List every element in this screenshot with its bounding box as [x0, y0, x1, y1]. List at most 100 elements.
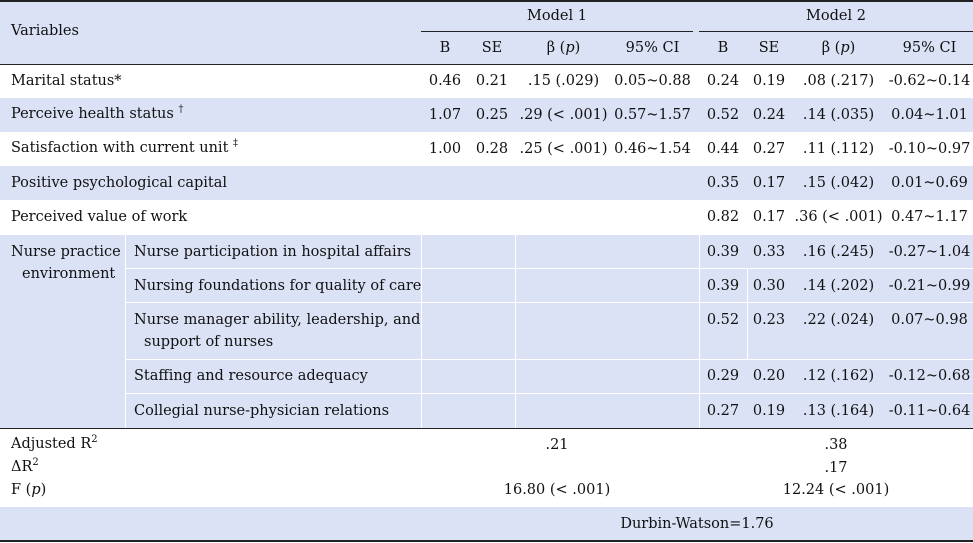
cell-m2-b: 0.82	[706, 209, 740, 225]
m1-f: 16.80 (< .001)	[503, 482, 611, 498]
row-label-text: Perceive health status	[11, 106, 174, 122]
cell-m1-ci: 0.46~1.54	[614, 141, 691, 157]
npe-item-label: Nurse participation in hospital affairs	[134, 244, 412, 260]
cell-m2-se: 0.23	[752, 312, 786, 328]
header-m2-b: B	[717, 40, 729, 56]
footnote-mark: †	[178, 104, 184, 115]
body-rule	[0, 428, 973, 429]
cell-m1-beta: .15 (.029)	[527, 73, 600, 89]
npe-item-label: Nurse manager ability, leadership, and	[134, 312, 421, 328]
cell-m2-ci: 0.04~1.01	[891, 107, 968, 123]
column-divider	[421, 235, 422, 428]
header-model2: Model 2	[806, 8, 866, 24]
header-variables: Variables	[11, 23, 79, 39]
cell-m2-ci: 0.01~0.69	[891, 175, 968, 191]
cell-m2-ci: 0.47~1.17	[891, 209, 968, 225]
header-m1-b: B	[439, 40, 451, 56]
cell-m2-beta: .15 (.042)	[802, 175, 875, 191]
cell-m2-b: 0.52	[706, 312, 740, 328]
model2-underline	[699, 31, 973, 32]
m2-f: 12.24 (< .001)	[782, 482, 890, 498]
cell-m2-se: 0.17	[752, 175, 786, 191]
cell-m1-b: 1.00	[428, 141, 462, 157]
cell-m1-b: 1.07	[428, 107, 462, 123]
row-label: Perceived value of work	[11, 209, 188, 225]
adj-r2-label: Adjusted R2	[11, 435, 98, 453]
model1-underline	[421, 31, 693, 32]
cell-m2-se: 0.20	[752, 368, 786, 384]
npe-item-label-cont: support of nurses	[144, 334, 274, 350]
cell-m2-b: 0.39	[706, 278, 740, 294]
npe-group-label: Nurse practice	[11, 244, 121, 260]
row-label: Satisfaction with current unit ‡	[11, 138, 239, 157]
npe-item-label: Staffing and resource adequacy	[134, 368, 368, 384]
delta-r2-label-text: ΔR	[11, 459, 33, 475]
table-header	[0, 2, 973, 64]
header-m1-ci: 95% CI	[625, 40, 680, 56]
row-label: Positive psychological capital	[11, 175, 228, 191]
cell-m2-ci: -0.21~0.99	[888, 278, 971, 294]
cell-m2-b: 0.35	[706, 175, 740, 191]
cell-m2-beta: .12 (.162)	[802, 368, 875, 384]
cell-m2-ci: -0.62~0.14	[888, 73, 971, 89]
table-row	[0, 98, 973, 132]
cell-m1-ci: 0.05~0.88	[614, 73, 691, 89]
npe-block	[0, 235, 973, 428]
header-m2-se: SE	[758, 40, 780, 56]
top-rule	[0, 0, 973, 2]
cell-m2-beta: .22 (.024)	[802, 312, 875, 328]
cell-m1-se: 0.28	[475, 141, 509, 157]
row-divider	[126, 302, 973, 303]
cell-m2-b: 0.29	[706, 368, 740, 384]
column-divider	[699, 235, 700, 428]
f-label: F (p)	[11, 482, 46, 498]
adj-r2-label-text: Adjusted R	[11, 436, 92, 452]
cell-m2-se: 0.24	[752, 107, 786, 123]
cell-m2-ci: -0.12~0.68	[888, 368, 971, 384]
cell-m2-b: 0.39	[706, 244, 740, 260]
m1-adj-r2: .21	[545, 437, 569, 453]
row-label: Marital status*	[11, 73, 122, 89]
row-divider	[126, 359, 973, 360]
row-label-text: Satisfaction with current unit	[11, 140, 229, 156]
cell-m2-b: 0.52	[706, 107, 740, 123]
cell-m2-ci: -0.11~0.64	[888, 403, 971, 419]
column-divider	[515, 235, 516, 428]
cell-m2-se: 0.19	[752, 403, 786, 419]
durbin-watson: Durbin-Watson=1.76	[620, 516, 774, 532]
m2-delta-r2: .17	[824, 460, 848, 476]
cell-m2-ci: 0.07~0.98	[891, 312, 968, 328]
cell-m1-beta: .25 (< .001)	[519, 141, 608, 157]
header-model1: Model 1	[527, 8, 587, 24]
cell-m1-se: 0.21	[475, 73, 509, 89]
row-label: Perceive health status †	[11, 104, 184, 123]
cell-m2-ci: -0.10~0.97	[888, 141, 971, 157]
cell-m2-se: 0.17	[752, 209, 786, 225]
cell-m2-se: 0.30	[752, 278, 786, 294]
npe-item-label: Collegial nurse-physician relations	[134, 403, 390, 419]
header-m1-beta: β (p)	[546, 40, 581, 56]
cell-m2-se: 0.19	[752, 73, 786, 89]
delta-r2-label: ΔR2	[11, 457, 39, 476]
row-divider	[126, 393, 973, 394]
cell-m2-se: 0.33	[752, 244, 786, 260]
cell-m1-ci: 0.57~1.57	[614, 107, 691, 123]
delta-r2-sup: 2	[32, 457, 39, 468]
cell-m1-beta: .29 (< .001)	[519, 107, 608, 123]
m2-adj-r2: .38	[824, 437, 848, 453]
f-label-p: p	[31, 482, 41, 498]
cell-m2-se: 0.27	[752, 141, 786, 157]
npe-item-label: Nursing foundations for quality of care	[134, 278, 422, 294]
cell-m2-beta: .11 (.112)	[802, 141, 875, 157]
column-divider	[747, 269, 748, 360]
cell-m2-beta: .08 (.217)	[802, 73, 875, 89]
cell-m2-beta: .14 (.202)	[802, 278, 875, 294]
header-m2-ci: 95% CI	[902, 40, 957, 56]
cell-m1-se: 0.25	[475, 107, 509, 123]
cell-m1-b: 0.46	[428, 73, 462, 89]
footnote-mark: ‡	[233, 138, 239, 149]
cell-m2-b: 0.24	[706, 73, 740, 89]
row-divider	[126, 268, 973, 269]
column-divider	[125, 235, 126, 428]
header-m2-beta: β (p)	[821, 40, 856, 56]
